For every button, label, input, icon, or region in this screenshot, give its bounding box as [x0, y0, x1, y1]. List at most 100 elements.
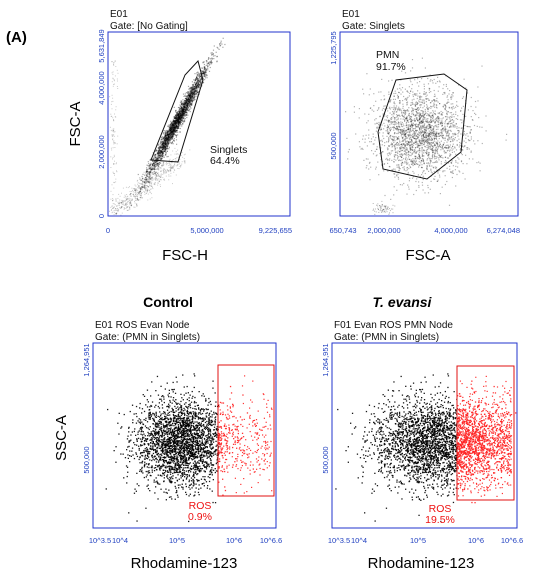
data-point [159, 154, 162, 156]
data-point [426, 162, 428, 164]
data-point [187, 104, 189, 107]
data-point [376, 146, 378, 148]
data-point [420, 110, 422, 112]
data-point [170, 132, 172, 134]
data-point [179, 121, 182, 123]
data-point [456, 104, 458, 106]
data-point [458, 158, 460, 160]
data-point [191, 100, 193, 102]
data-point [190, 96, 192, 98]
data-point [160, 150, 162, 152]
data-point [429, 88, 431, 90]
data-point [435, 166, 438, 168]
data-point [169, 129, 171, 132]
data-point [139, 182, 141, 184]
data-point [394, 176, 396, 178]
data-point [165, 175, 167, 177]
data-point [125, 202, 126, 204]
data-point [417, 174, 419, 176]
data-point [159, 147, 162, 149]
data-point [179, 101, 182, 104]
data-point [222, 46, 224, 48]
data-point [171, 128, 173, 130]
data-point [145, 176, 147, 179]
data-point [195, 92, 197, 94]
data-point [421, 152, 423, 154]
data-point [364, 141, 366, 143]
data-point [151, 169, 153, 171]
data-point [199, 82, 201, 84]
data-point [185, 103, 187, 105]
data-point [175, 125, 177, 127]
data-point [165, 152, 167, 154]
data-point [156, 153, 158, 155]
data-point [130, 193, 132, 195]
data-point [374, 119, 376, 121]
data-point [195, 83, 197, 85]
data-point [175, 118, 177, 120]
data-point [437, 128, 439, 130]
data-point [428, 120, 430, 123]
data-point [397, 131, 399, 133]
data-point [170, 132, 172, 134]
data-point [181, 112, 183, 115]
panel-label: (A) [6, 29, 27, 46]
data-point [182, 109, 184, 111]
data-point [112, 205, 114, 207]
data-point [425, 137, 427, 139]
data-point [389, 154, 391, 156]
data-point [203, 67, 206, 69]
data-point [433, 170, 435, 173]
data-point [402, 143, 404, 145]
data-point [447, 135, 449, 137]
data-point [378, 108, 380, 110]
data-point [168, 124, 170, 126]
data-point [181, 114, 183, 116]
data-point [195, 77, 198, 79]
data-point [167, 137, 169, 139]
data-point [171, 136, 173, 138]
data-point [181, 109, 183, 111]
data-point [181, 121, 183, 123]
data-point [212, 49, 215, 51]
data-point [185, 104, 187, 106]
data-point [173, 129, 175, 131]
data-point [172, 128, 174, 131]
data-point [464, 145, 466, 147]
data-point [172, 120, 174, 122]
data-point [164, 136, 166, 138]
data-point [129, 208, 131, 210]
data-point [463, 140, 465, 142]
data-point [435, 138, 438, 140]
data-point [187, 99, 189, 101]
data-point [403, 127, 405, 130]
data-point [197, 86, 199, 89]
data-point [184, 105, 186, 107]
data-point [410, 166, 412, 169]
data-point [173, 129, 175, 131]
data-point [426, 94, 428, 96]
data-point [164, 146, 166, 148]
data-point [474, 143, 476, 145]
data-point [188, 109, 190, 111]
data-point [183, 104, 185, 106]
data-point [186, 104, 188, 106]
data-point [169, 129, 171, 131]
data-point [183, 95, 185, 97]
data-point [365, 134, 367, 136]
data-point [142, 173, 144, 175]
data-point [182, 109, 184, 111]
data-point [347, 151, 349, 153]
data-point [165, 137, 167, 139]
data-point [457, 135, 459, 137]
data-point [173, 127, 175, 129]
data-point [164, 150, 166, 152]
data-point [412, 142, 414, 144]
data-point [197, 79, 199, 81]
data-point [408, 180, 410, 182]
data-point [181, 110, 183, 112]
data-point [172, 131, 174, 133]
data-point [146, 169, 148, 171]
data-point [171, 132, 173, 134]
data-point [151, 181, 153, 183]
